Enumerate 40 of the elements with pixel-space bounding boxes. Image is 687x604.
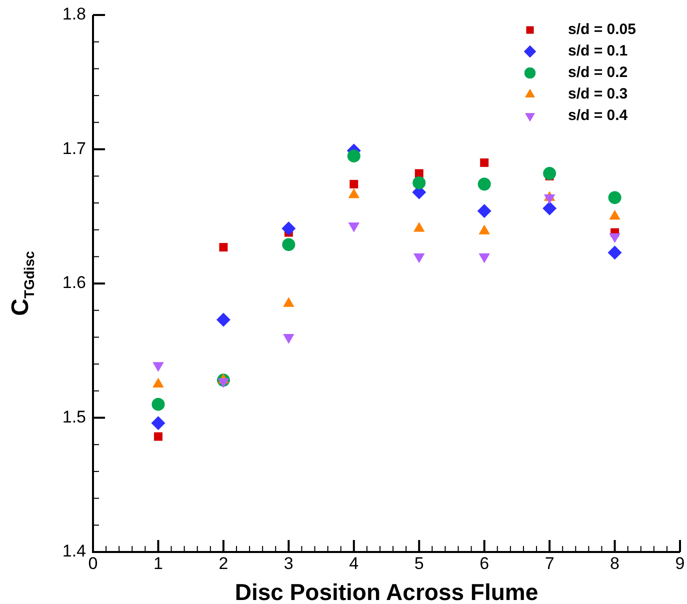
point (282, 238, 296, 252)
point (282, 221, 296, 236)
point (412, 176, 426, 190)
point (608, 246, 622, 260)
x-tick-label: 4 (349, 554, 359, 574)
x-tick-label: 6 (480, 554, 490, 574)
x-tick-label: 5 (414, 554, 424, 574)
x-tick-label: 9 (675, 554, 685, 574)
point (543, 166, 556, 180)
y-tick-label: 1.6 (62, 273, 86, 292)
point (542, 201, 557, 216)
y-tick-label: 1.4 (62, 542, 86, 561)
point (480, 158, 489, 167)
x-axis-title: Disc Position Across Flume (234, 579, 538, 604)
point (151, 416, 166, 430)
legend-label: s/d = 0.2 (568, 64, 628, 82)
legend-label: s/d = 0.05 (568, 21, 636, 38)
y-axis-title: CTGdisc (7, 250, 37, 316)
point (152, 398, 165, 411)
point (216, 312, 230, 327)
x-tick-label: 8 (610, 554, 620, 574)
x-tick-label: 3 (284, 554, 294, 574)
x-tick-label: 1 (153, 554, 163, 574)
point (219, 243, 228, 252)
legend-label: s/d = 0.1 (568, 42, 628, 60)
y-tick-label: 1.8 (62, 4, 86, 24)
point (477, 204, 492, 218)
x-tick-label: 2 (218, 554, 228, 574)
point (347, 149, 360, 162)
point (350, 180, 358, 188)
x-tick-label: 0 (88, 554, 98, 574)
point (608, 191, 622, 204)
point (478, 178, 491, 191)
point (154, 432, 162, 441)
y-tick-label: 1.5 (62, 407, 86, 426)
legend-label: s/d = 0.3 (568, 86, 628, 103)
point (414, 169, 424, 178)
legend-label: s/d = 0.4 (568, 107, 628, 124)
x-tick-label: 7 (544, 554, 554, 574)
y-tick-label: 1.7 (62, 138, 86, 158)
